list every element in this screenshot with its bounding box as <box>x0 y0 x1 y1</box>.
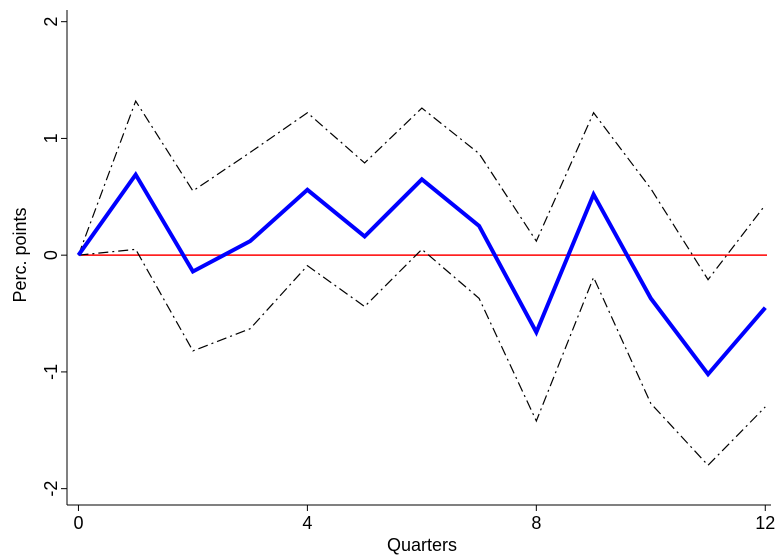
y-tick-label: -2 <box>41 481 61 497</box>
series-line <box>78 248 766 467</box>
y-tick-label: 1 <box>41 133 61 143</box>
x-tick-label: 4 <box>302 513 312 533</box>
series-line <box>77 99 766 281</box>
series-line <box>76 170 767 378</box>
y-tick-label: 2 <box>41 17 61 27</box>
x-axis-label: Quarters <box>387 535 457 555</box>
x-tick-label: 0 <box>73 513 83 533</box>
y-tick-label: 0 <box>41 250 61 260</box>
x-tick-label: 12 <box>755 513 775 533</box>
x-tick-label: 8 <box>531 513 541 533</box>
y-axis-label: Perc. points <box>10 207 30 302</box>
y-tick-label: -1 <box>41 364 61 380</box>
